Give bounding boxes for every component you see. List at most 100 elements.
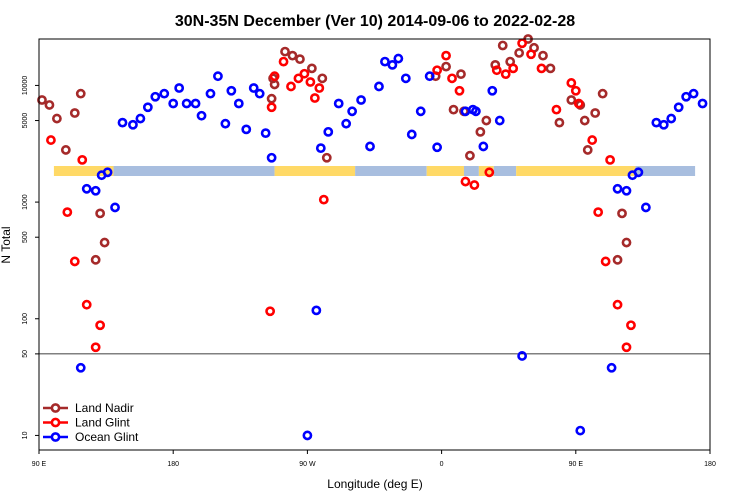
land-nadir-point: [306, 63, 317, 74]
land-nadir-point: [90, 254, 101, 265]
land-glint-point: [278, 56, 289, 67]
land-glint-point: [469, 180, 480, 190]
land-nadir-point: [545, 63, 556, 74]
land-glint-point: [570, 85, 581, 96]
x-tick-label: 180: [704, 461, 716, 468]
land-glint-point: [314, 83, 325, 93]
land-nadir-point: [579, 115, 590, 126]
land-nadir-point: [456, 69, 466, 80]
data-points: [37, 34, 708, 441]
ocean-glint-point: [266, 152, 277, 163]
land-glint-point: [551, 104, 562, 115]
ocean-glint-point: [159, 88, 170, 99]
ocean-glint-point: [75, 362, 86, 373]
land-glint-point: [286, 81, 296, 92]
legend-label-ocean-glint: Ocean Glint: [75, 430, 139, 444]
y-tick-label: 500: [22, 231, 29, 243]
x-tick-label: 90 E: [32, 461, 47, 468]
ocean-glint-point: [181, 98, 192, 109]
land-nadir-point: [582, 145, 593, 155]
ocean-glint-point: [90, 185, 101, 196]
land-nadir-point: [287, 50, 298, 61]
ocean-glint-point: [254, 88, 265, 99]
ocean-glint-point: [651, 117, 662, 128]
land-glint-point: [593, 207, 604, 218]
ocean-glint-point: [688, 88, 699, 99]
land-nadir-point: [95, 208, 106, 219]
x-axis-ticks: 90 E 180 90 W 0 90 E 180: [32, 450, 716, 468]
ocean-glint-point: [174, 83, 185, 93]
band-segment-land: [516, 166, 636, 176]
ocean-glint-point: [415, 106, 426, 117]
x-tick-label: 0: [440, 461, 444, 468]
band-segment-land: [53, 166, 114, 176]
ocean-glint-point: [478, 141, 489, 152]
ocean-glint-point: [666, 113, 677, 124]
land-glint-point: [432, 65, 443, 76]
land-nadir-point: [481, 115, 492, 126]
band-segment-ocean: [635, 166, 696, 176]
land-nadir-point: [554, 117, 565, 128]
land-nadir-point: [37, 95, 47, 105]
ocean-glint-point: [681, 91, 692, 102]
ocean-glint-point: [102, 167, 113, 178]
land-glint-point: [460, 176, 471, 187]
land-nadir-point: [448, 104, 459, 115]
land-nadir-point: [280, 46, 290, 57]
land-nadir-point: [317, 73, 328, 84]
ocean-glint-point: [697, 98, 708, 109]
ocean-glint-point: [380, 56, 390, 67]
land-nadir-point: [490, 59, 501, 70]
land-glint-point: [77, 154, 88, 165]
ocean-glint-point: [226, 85, 237, 96]
ocean-glint-point: [356, 95, 366, 105]
y-tick-label: 10: [22, 431, 29, 439]
land-glint-point: [626, 320, 636, 331]
land-ocean-band: [53, 166, 696, 176]
y-tick-label: 50: [22, 350, 29, 358]
ocean-glint-point: [347, 106, 358, 117]
land-glint-point: [81, 299, 92, 310]
ocean-glint-point: [323, 126, 334, 137]
ocean-glint-point: [658, 119, 669, 130]
land-nadir-point: [597, 88, 608, 99]
ocean-glint-point: [468, 104, 478, 115]
ocean-glint-point: [673, 102, 684, 113]
land-glint-point: [266, 102, 277, 113]
x-axis-label: Longitude (deg E): [327, 477, 422, 491]
land-glint-point: [269, 71, 280, 82]
land-nadir-point: [99, 237, 110, 248]
plot-frame: [38, 38, 711, 451]
land-nadir-point: [441, 61, 451, 72]
land-nadir-point: [69, 108, 80, 118]
ocean-glint-point: [517, 351, 528, 361]
ocean-glint-point: [220, 118, 231, 129]
ocean-glint-point: [460, 106, 471, 117]
y-tick-label: 100: [22, 313, 29, 325]
ocean-glint-point: [205, 88, 216, 99]
land-glint-point: [447, 73, 457, 84]
land-nadir-point: [617, 208, 627, 219]
y-axis-ticks: 10 50 100 500 1000 5000 10000: [22, 76, 39, 439]
ocean-glint-point: [612, 183, 623, 194]
land-glint-point: [299, 68, 310, 79]
land-glint-point: [90, 342, 101, 353]
land-glint-point: [318, 194, 329, 205]
land-glint-point: [587, 135, 598, 145]
land-glint-point: [526, 49, 536, 60]
land-glint-point: [69, 256, 80, 267]
land-glint-point: [566, 78, 577, 88]
ocean-glint-point: [494, 115, 505, 126]
land-nadir-point: [566, 95, 577, 105]
land-glint-point: [517, 38, 528, 49]
x-tick-label: 180: [167, 461, 179, 468]
band-segment-ocean: [355, 166, 427, 176]
land-glint-point: [621, 342, 632, 353]
ocean-glint-point: [640, 202, 651, 213]
chart-title: 30N-35N December (Ver 10) 2014-09-06 to …: [175, 13, 575, 30]
ocean-glint-point: [248, 83, 259, 93]
y-tick-label: 5000: [22, 113, 29, 129]
land-nadir-point: [514, 48, 525, 58]
